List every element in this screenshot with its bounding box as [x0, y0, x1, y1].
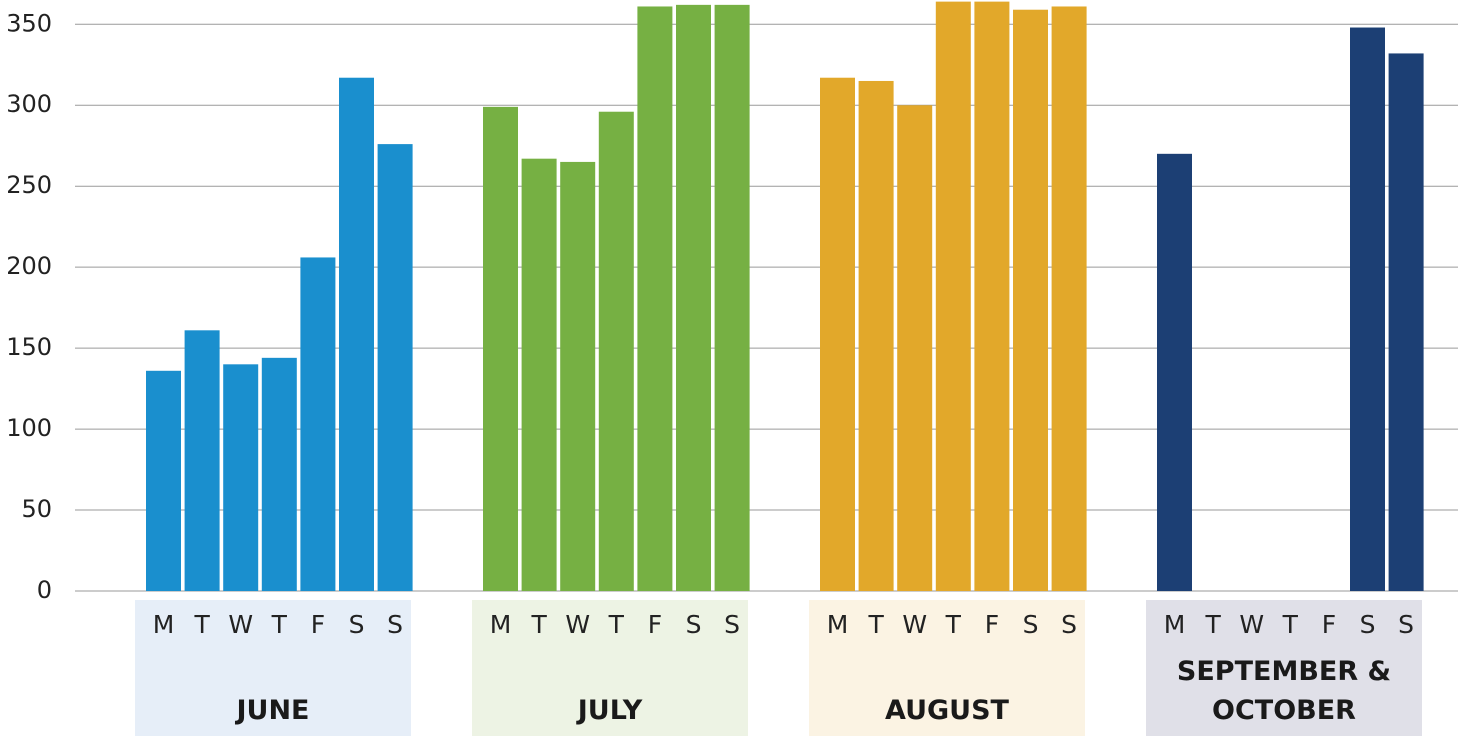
- y-tick-label: 200: [6, 252, 52, 280]
- x-tick-label: T: [867, 610, 884, 639]
- bar: [935, 1, 971, 591]
- x-tick-label: S: [387, 610, 403, 639]
- bar: [858, 80, 894, 592]
- bar: [339, 77, 374, 591]
- bar: [300, 257, 336, 591]
- x-tick-label: T: [1204, 610, 1221, 639]
- bar: [676, 4, 711, 591]
- x-tick-label: T: [193, 610, 210, 639]
- y-tick-label: 150: [6, 333, 52, 361]
- x-tick-label: T: [530, 610, 547, 639]
- bar: [146, 370, 181, 591]
- y-tick-label: 300: [6, 90, 52, 118]
- x-tick-label: S: [686, 610, 702, 639]
- x-tick-label: W: [228, 610, 253, 639]
- x-tick-label: T: [271, 610, 288, 639]
- x-tick-label: S: [724, 610, 740, 639]
- x-tick-label: F: [985, 610, 999, 639]
- x-tick-label: F: [648, 610, 662, 639]
- bar: [637, 6, 673, 592]
- x-tick-label: M: [153, 610, 175, 639]
- bar: [223, 364, 259, 591]
- bar: [897, 105, 933, 591]
- x-tick-label: F: [1322, 610, 1336, 639]
- bar: [714, 4, 750, 591]
- bar: [377, 144, 413, 591]
- month-label: JUNE: [236, 695, 310, 726]
- bar: [1051, 6, 1087, 592]
- bar: [598, 111, 634, 591]
- x-tick-label: S: [1023, 610, 1039, 639]
- bar: [1013, 9, 1048, 591]
- x-tick-label: F: [311, 610, 325, 639]
- x-tick-label: W: [565, 610, 590, 639]
- bar: [1157, 153, 1192, 592]
- x-tick-label: M: [490, 610, 512, 639]
- month-label: AUGUST: [885, 695, 1009, 726]
- x-tick-label: M: [1164, 610, 1186, 639]
- month-label: JULY: [577, 695, 643, 726]
- bar: [974, 1, 1010, 591]
- y-tick-label: 0: [37, 576, 52, 604]
- y-tick-label: 100: [6, 414, 52, 442]
- x-tick-label: T: [608, 610, 625, 639]
- month-label: SEPTEMBER & OCTOBER: [1176, 656, 1392, 726]
- bar: [1350, 27, 1385, 592]
- x-tick-label: T: [945, 610, 962, 639]
- x-tick-label: S: [349, 610, 365, 639]
- bar: [184, 330, 220, 591]
- x-tick-label: W: [902, 610, 927, 639]
- month-box: [135, 600, 411, 736]
- y-tick-label: 50: [21, 495, 52, 523]
- month-box: [472, 600, 748, 736]
- x-tick-label: W: [1239, 610, 1264, 639]
- y-tick-label: 250: [6, 171, 52, 199]
- bar: [261, 357, 297, 591]
- bar: [820, 77, 855, 591]
- x-tick-label: S: [1398, 610, 1414, 639]
- x-tick-label: S: [1061, 610, 1077, 639]
- bar: [521, 158, 557, 592]
- bar: [1388, 53, 1424, 592]
- x-tick-label: S: [1360, 610, 1376, 639]
- x-tick-label: M: [827, 610, 849, 639]
- bar: [483, 106, 518, 591]
- y-tick-label: 350: [6, 9, 52, 37]
- x-tick-label: T: [1282, 610, 1299, 639]
- month-box: [809, 600, 1085, 736]
- month-box: [1146, 600, 1422, 736]
- bar: [560, 161, 596, 592]
